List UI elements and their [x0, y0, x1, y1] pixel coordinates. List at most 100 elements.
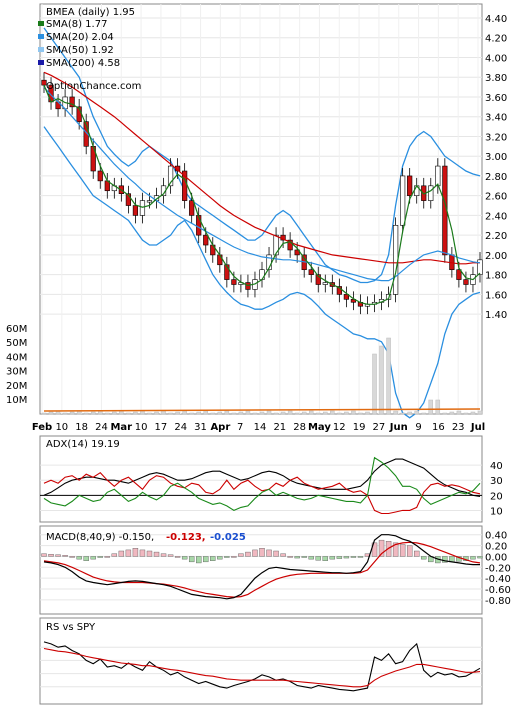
macd-histogram-bar	[153, 551, 160, 557]
macd-histogram-bar	[217, 556, 223, 560]
macd-histogram-bar	[132, 548, 139, 557]
candle-body	[189, 200, 195, 216]
candle-body	[322, 282, 328, 285]
candle-body	[407, 175, 413, 196]
x-axis-label: 27	[373, 422, 386, 433]
volume-bar	[238, 411, 244, 415]
x-axis-label: 18	[75, 422, 88, 433]
macd-y-tick-label: -0.80	[485, 596, 511, 607]
price-title: BMEA (daily) 1.95	[46, 7, 135, 18]
x-axis-label: Feb	[32, 422, 52, 433]
volume-bar	[90, 411, 96, 415]
macd-histogram-bar	[118, 550, 125, 557]
candle-body	[456, 269, 462, 280]
macd-histogram-bar	[329, 556, 336, 560]
rs-series-line-1	[43, 647, 481, 688]
price-y-tick-label: 3.00	[485, 152, 507, 163]
volume-bar	[196, 411, 201, 415]
candle-body	[336, 286, 342, 295]
x-axis-label: 21	[273, 422, 286, 433]
volume-bar	[351, 410, 356, 415]
volume-bar	[358, 412, 363, 415]
adx-y-tick-label: 10	[490, 506, 503, 517]
legend-sma8: SMA(8) 1.77	[46, 19, 107, 30]
x-axis-label: 7	[237, 422, 243, 433]
candle-body	[287, 239, 293, 251]
macd-y-tick-label: -0.60	[485, 585, 511, 596]
macd-histogram-bar	[238, 553, 244, 557]
candle-body	[203, 234, 209, 246]
adx-y-tick-label: 40	[490, 461, 503, 472]
macd-histogram-bar	[111, 553, 118, 557]
volume-bar	[231, 412, 237, 415]
volume-bar	[449, 411, 455, 415]
sma200-line	[43, 71, 480, 265]
price-panel	[39, 3, 483, 415]
volume-bar	[259, 411, 265, 415]
candle-body	[83, 121, 89, 147]
macd-y-tick-label: 0.00	[485, 552, 507, 563]
candle-body	[435, 165, 441, 187]
candle-body	[231, 279, 237, 285]
candle-body	[393, 224, 399, 295]
macd-histogram-bar	[378, 539, 385, 557]
macd-y-tick-label: -0.20	[485, 563, 511, 574]
volume-bar	[330, 410, 335, 415]
macd-histogram-bar	[350, 556, 357, 558]
bollinger-upper-line	[43, 27, 481, 284]
adx-series-line-0	[43, 458, 481, 498]
x-axis-label: Apr	[210, 422, 230, 433]
x-axis-label: May	[308, 422, 331, 433]
volume-bar	[456, 410, 462, 415]
sma8-line	[43, 84, 481, 305]
macd-histogram-bar	[294, 556, 300, 559]
volume-bar	[105, 412, 110, 415]
macd-histogram-bar	[442, 556, 448, 563]
macd-histogram-bar	[125, 549, 132, 557]
macd-histogram-bar	[167, 554, 174, 557]
volume-bar	[442, 412, 448, 415]
macd-histogram-bar	[188, 556, 195, 563]
volume-bar	[252, 412, 258, 415]
candle-body	[477, 259, 483, 275]
volume-bar	[316, 412, 321, 415]
volume-bar	[126, 412, 131, 415]
macd-histogram-bar	[69, 556, 75, 558]
macd-histogram-bar	[280, 553, 286, 557]
macd-histogram-bar	[245, 551, 251, 557]
volume-bar	[365, 411, 370, 415]
volume-bar	[287, 410, 293, 415]
rs-series-line-0	[43, 641, 481, 692]
x-axis-label: 17	[155, 422, 168, 433]
volume-bar	[435, 399, 441, 415]
bollinger-lower-line	[43, 126, 481, 419]
volume-bar	[407, 411, 412, 415]
macd-histogram-bar	[196, 556, 202, 564]
volume-average-line	[43, 408, 481, 412]
volume-bar	[280, 411, 286, 415]
macd-histogram-bar	[139, 549, 146, 557]
macd-histogram-bar	[41, 553, 47, 557]
sma50-line	[43, 86, 481, 282]
candle-body	[97, 170, 103, 182]
macd-title: MACD(8,40,9) -0.150,	[46, 532, 154, 543]
volume-bar	[203, 410, 208, 415]
volume-bar	[421, 412, 426, 415]
candle-body	[167, 165, 174, 187]
macd-histogram-bar	[76, 556, 82, 560]
volume-bar	[463, 412, 469, 415]
candle-body	[146, 200, 153, 203]
volume-bar	[393, 410, 398, 415]
volume-bar	[308, 410, 314, 415]
legend-sma20: SMA(20) 2.04	[46, 32, 114, 43]
volume-bar	[217, 411, 223, 415]
macd-histogram-bar	[224, 556, 230, 558]
volume-bar	[41, 412, 47, 415]
volume-bar	[245, 410, 251, 415]
adx-series-line-2	[43, 456, 481, 512]
macd-histogram-bar	[421, 556, 427, 560]
macd-histogram-bar	[104, 556, 110, 558]
volume-bar	[83, 412, 89, 415]
macd-histogram-bar	[160, 553, 167, 557]
